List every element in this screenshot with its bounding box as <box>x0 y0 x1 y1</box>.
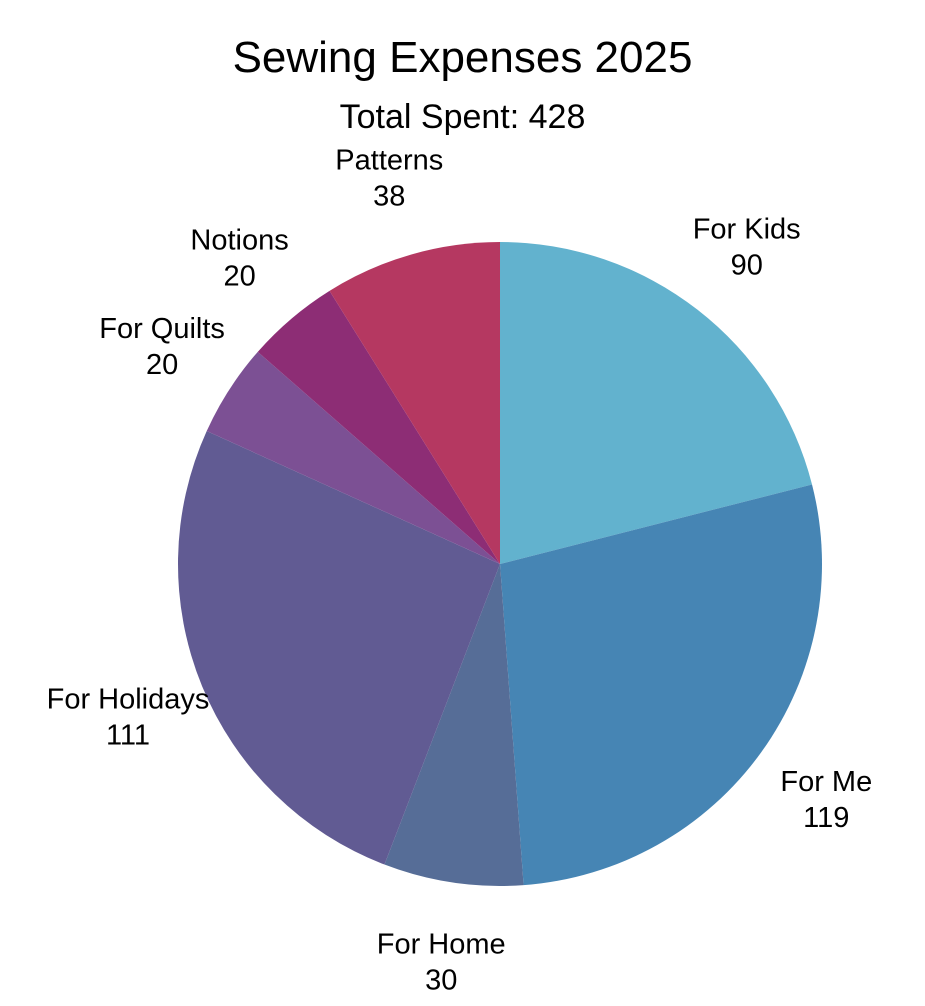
chart-subtitle: Total Spent: 428 <box>339 98 586 136</box>
slice-label-value-for-me: 119 <box>803 802 849 834</box>
slice-label-value-for-quilts: 20 <box>146 349 178 381</box>
pie-slice-for-quilts <box>206 351 501 564</box>
pie-slice-for-home <box>384 564 524 886</box>
pie-slice-patterns <box>329 242 500 564</box>
slice-label-value-patterns: 38 <box>373 181 405 213</box>
chart-title: Sewing Expenses 2025 <box>232 33 693 82</box>
pie-slice-notions <box>257 290 500 564</box>
slice-label-name-for-me: For Me <box>780 766 872 798</box>
slice-label-value-notions: 20 <box>223 261 255 293</box>
pie-slice-for-holidays <box>177 431 500 865</box>
slice-label-name-notions: Notions <box>190 225 288 257</box>
pie-slice-for-me <box>500 484 822 886</box>
slice-label-value-for-kids: 90 <box>731 250 763 282</box>
slice-label-value-for-home: 30 <box>425 965 457 997</box>
slice-label-name-for-quilts: For Quilts <box>99 313 225 345</box>
slice-label-name-for-kids: For Kids <box>693 214 801 246</box>
pie-slice-for-kids <box>500 242 813 564</box>
slice-label-name-patterns: Patterns <box>335 145 443 177</box>
slice-label-name-for-home: For Home <box>377 929 506 961</box>
slice-label-value-for-holidays: 111 <box>106 720 150 752</box>
slice-label-name-for-holidays: For Holidays <box>47 684 210 716</box>
